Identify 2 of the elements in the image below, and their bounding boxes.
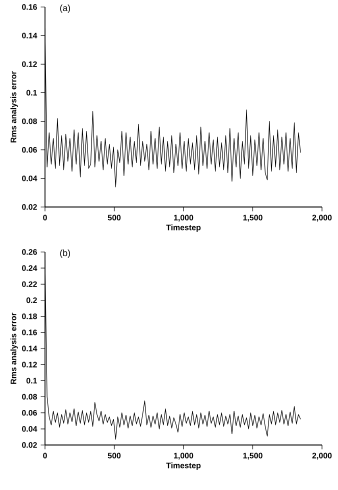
chart-title: (b) [60, 250, 70, 258]
chart-title: (a) [60, 4, 70, 13]
